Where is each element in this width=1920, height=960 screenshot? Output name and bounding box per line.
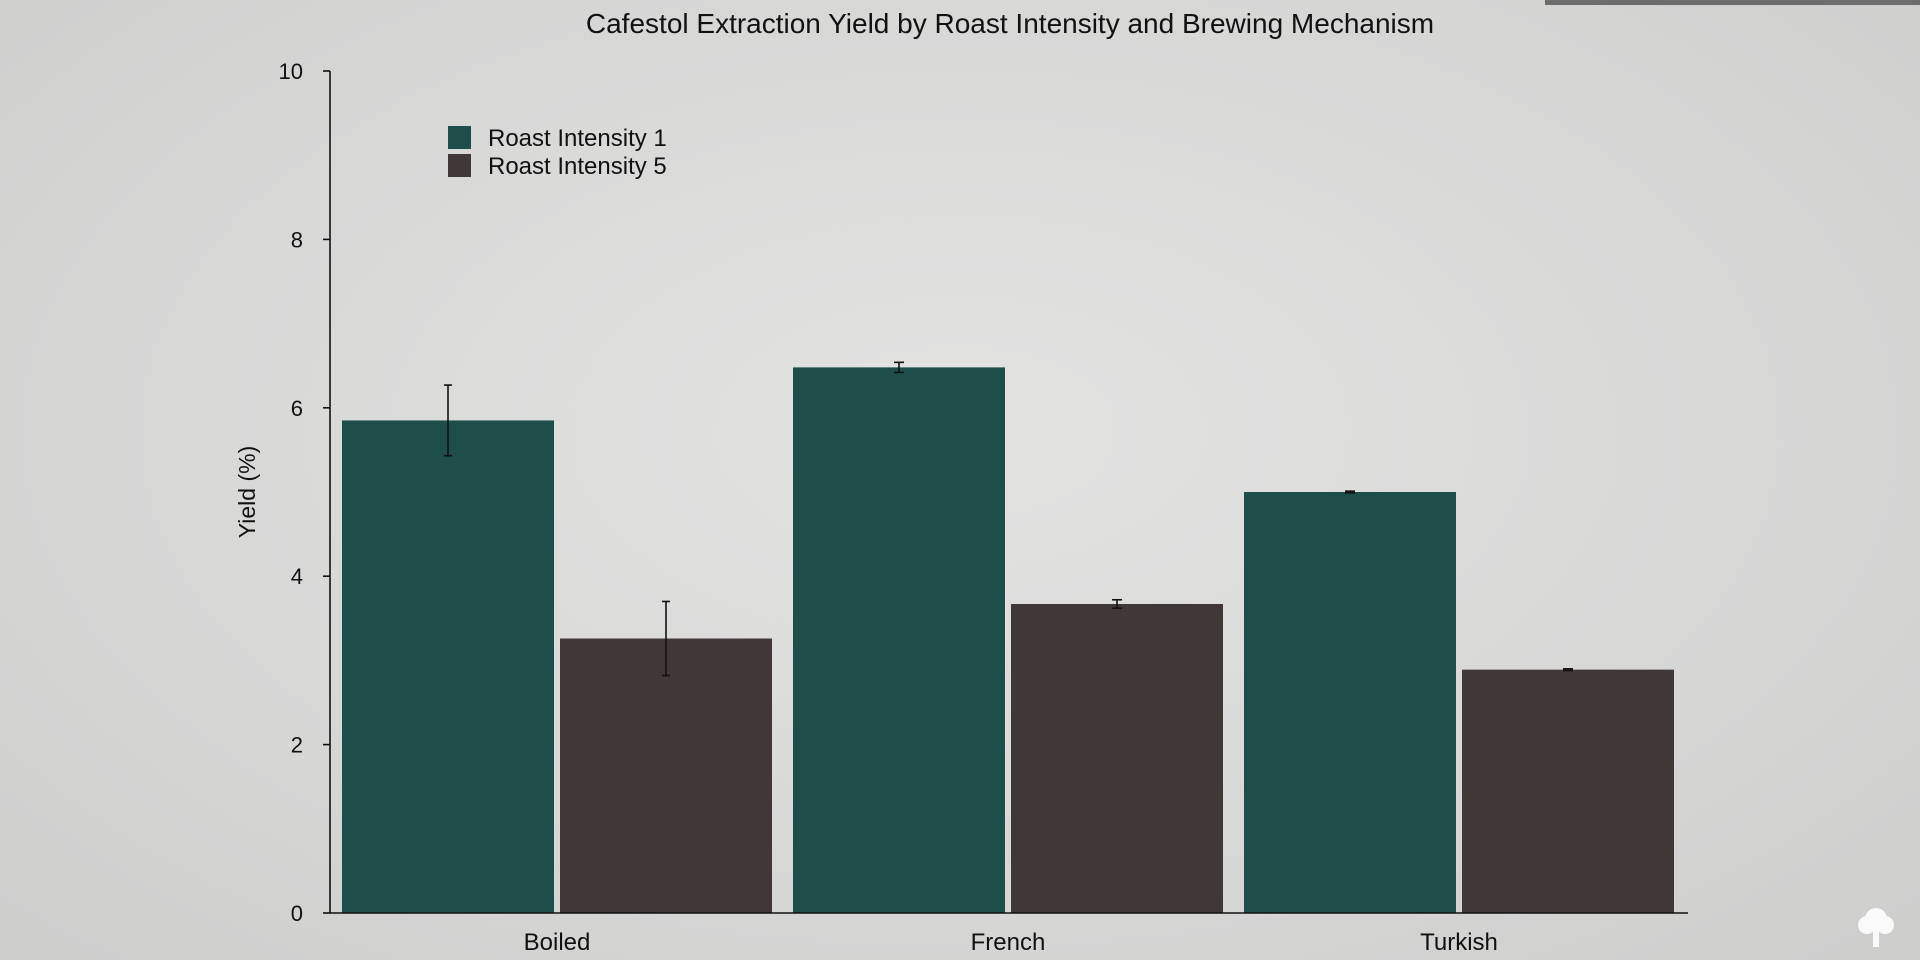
- y-tick-label: 8: [291, 227, 303, 252]
- bar: [1011, 603, 1223, 913]
- bar: [1244, 492, 1456, 913]
- y-tick-label: 0: [291, 901, 303, 926]
- bar: [560, 638, 772, 913]
- chart-title: Cafestol Extraction Yield by Roast Inten…: [586, 8, 1434, 39]
- x-tick-label: French: [971, 929, 1046, 956]
- bar: [1462, 669, 1674, 913]
- axes-group: Boiled French Turkish 0 2 4 6 8 10: [279, 59, 1688, 956]
- legend-swatch: [448, 154, 471, 177]
- legend-swatch: [448, 126, 471, 149]
- x-tick-label: Boiled: [524, 929, 591, 956]
- bars-group: [342, 367, 1674, 913]
- y-tick-label: 2: [291, 733, 303, 758]
- error-bars-group: [444, 361, 1573, 677]
- legend-label: Roast Intensity 1: [488, 125, 667, 152]
- y-tick-label: 6: [291, 396, 303, 421]
- bar: [793, 367, 1005, 913]
- tree-icon: [1858, 908, 1894, 947]
- bar: [342, 420, 554, 913]
- top-accent-strip: [1545, 0, 1920, 5]
- x-tick-label: Turkish: [1420, 929, 1498, 956]
- legend-label: Roast Intensity 5: [488, 153, 667, 180]
- y-tick-label: 4: [291, 564, 303, 589]
- y-tick-label: 10: [279, 59, 303, 84]
- y-axis-title: Yield (%): [234, 446, 260, 538]
